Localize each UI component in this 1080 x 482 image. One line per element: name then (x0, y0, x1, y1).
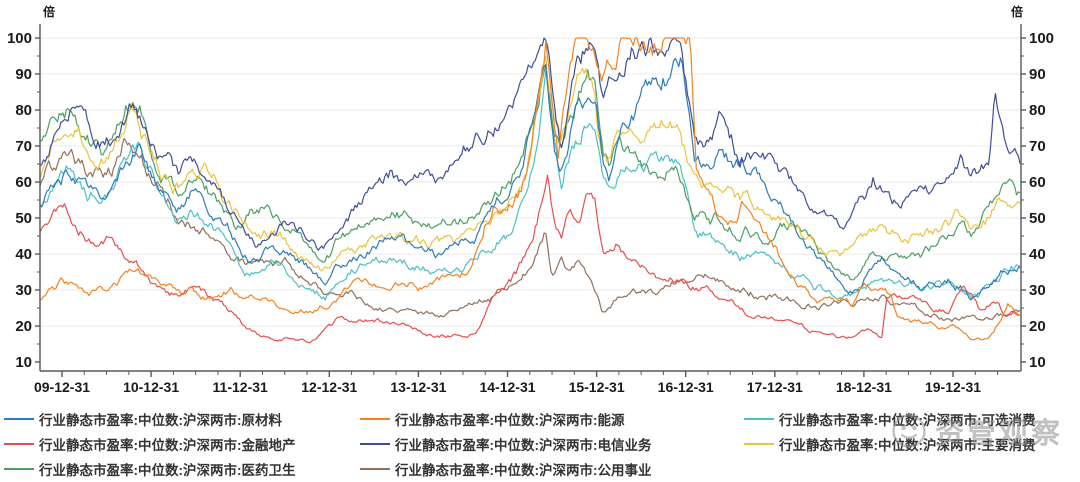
legend-item: 行业静态市盈率:中位数:沪深两市:原材料 (4, 406, 360, 431)
legend-swatch (360, 467, 390, 470)
x-tick-label: 13-12-31 (390, 379, 446, 395)
series-line-1 (39, 37, 1021, 341)
y-tick-label-left: 100 (7, 30, 32, 47)
legend-label: 行业静态市盈率:中位数:沪深两市:原材料 (39, 412, 282, 428)
y-tick-label-left: 90 (15, 66, 32, 83)
y-tick-label-right: 50 (1029, 210, 1046, 227)
series-line-3 (39, 174, 1021, 344)
legend-item: 行业静态市盈率:中位数:沪深两市:电信业务 (360, 431, 744, 456)
y-tick-label-right: 10 (1029, 354, 1046, 371)
legend-item: 行业静态市盈率:中位数:沪深两市:公用事业 (360, 456, 744, 481)
y-tick-label-left: 10 (15, 354, 32, 371)
x-tick-label: 11-12-31 (213, 379, 268, 395)
series-line-6 (39, 64, 1021, 281)
y-tick-label-left: 40 (15, 246, 32, 263)
legend-swatch (4, 442, 34, 445)
y-tick-label-right: 90 (1029, 66, 1046, 83)
x-tick-label: 09-12-31 (34, 379, 90, 395)
legend-swatch (360, 442, 390, 445)
chart-legend: 行业静态市盈率:中位数:沪深两市:原材料 行业静态市盈率:中位数:沪深两市:能源行… (4, 406, 1076, 482)
legend-item: 行业静态市盈率:中位数:沪深两市:医药卫生 (4, 456, 360, 481)
y-tick-label-right: 30 (1029, 282, 1046, 299)
legend-item: 行业静态市盈率:中位数:沪深两市:可选消费 (744, 406, 1076, 431)
series-line-0 (39, 57, 1021, 301)
series-line-5 (39, 55, 1021, 272)
legend-label: 行业静态市盈率:中位数:沪深两市:可选消费 (779, 412, 1036, 428)
y-tick-label-right: 60 (1029, 174, 1046, 191)
y-axis-unit-right: 倍 (1011, 4, 1023, 19)
x-tick-label: 10-12-31 (123, 379, 179, 395)
x-tick-label: 12-12-31 (301, 379, 357, 395)
legend-label: 行业静态市盈率:中位数:沪深两市:电信业务 (395, 437, 652, 453)
series-line-7 (39, 137, 1021, 323)
series-line-4 (39, 37, 1021, 251)
legend-swatch (744, 417, 774, 420)
x-tick-label: 16-12-31 (658, 379, 714, 395)
y-tick-label-right: 70 (1029, 138, 1046, 155)
y-tick-label-left: 30 (15, 282, 32, 299)
legend-item: 行业静态市盈率:中位数:沪深两市:能源 (360, 406, 744, 431)
x-tick-label: 18-12-31 (836, 379, 892, 395)
x-tick-label: 14-12-31 (479, 379, 535, 395)
x-tick-label: 15-12-31 (569, 379, 625, 395)
legend-label: 行业静态市盈率:中位数:沪深两市:医药卫生 (39, 462, 296, 478)
legend-item: 行业静态市盈率:中位数:沪深两市:金融地产 (4, 431, 360, 456)
legend-swatch (4, 417, 34, 420)
y-tick-label-right: 40 (1029, 246, 1046, 263)
y-tick-label-left: 70 (15, 138, 32, 155)
legend-swatch (744, 442, 774, 445)
y-tick-label-right: 20 (1029, 318, 1046, 335)
legend-label: 行业静态市盈率:中位数:沪深两市:能源 (395, 412, 625, 428)
y-axis-unit-left: 倍 (43, 4, 55, 19)
x-tick-label: 17-12-31 (747, 379, 803, 395)
legend-label: 行业静态市盈率:中位数:沪深两市:公用事业 (395, 462, 652, 478)
y-tick-label-left: 80 (15, 102, 32, 119)
legend-label: 行业静态市盈率:中位数:沪深两市:金融地产 (39, 437, 296, 453)
series-line-2 (39, 70, 1021, 301)
legend-swatch (360, 417, 390, 420)
legend-item: 行业静态市盈率:中位数:沪深两市:主要消费 (744, 431, 1076, 456)
legend-swatch (4, 467, 34, 470)
y-tick-label-right: 80 (1029, 102, 1046, 119)
y-tick-label-left: 60 (15, 174, 32, 191)
x-tick-label: 19-12-31 (925, 379, 981, 395)
y-tick-label-left: 50 (15, 210, 32, 227)
y-tick-label-left: 20 (15, 318, 32, 335)
y-tick-label-right: 100 (1029, 30, 1054, 47)
legend-label: 行业静态市盈率:中位数:沪深两市:主要消费 (779, 437, 1036, 453)
